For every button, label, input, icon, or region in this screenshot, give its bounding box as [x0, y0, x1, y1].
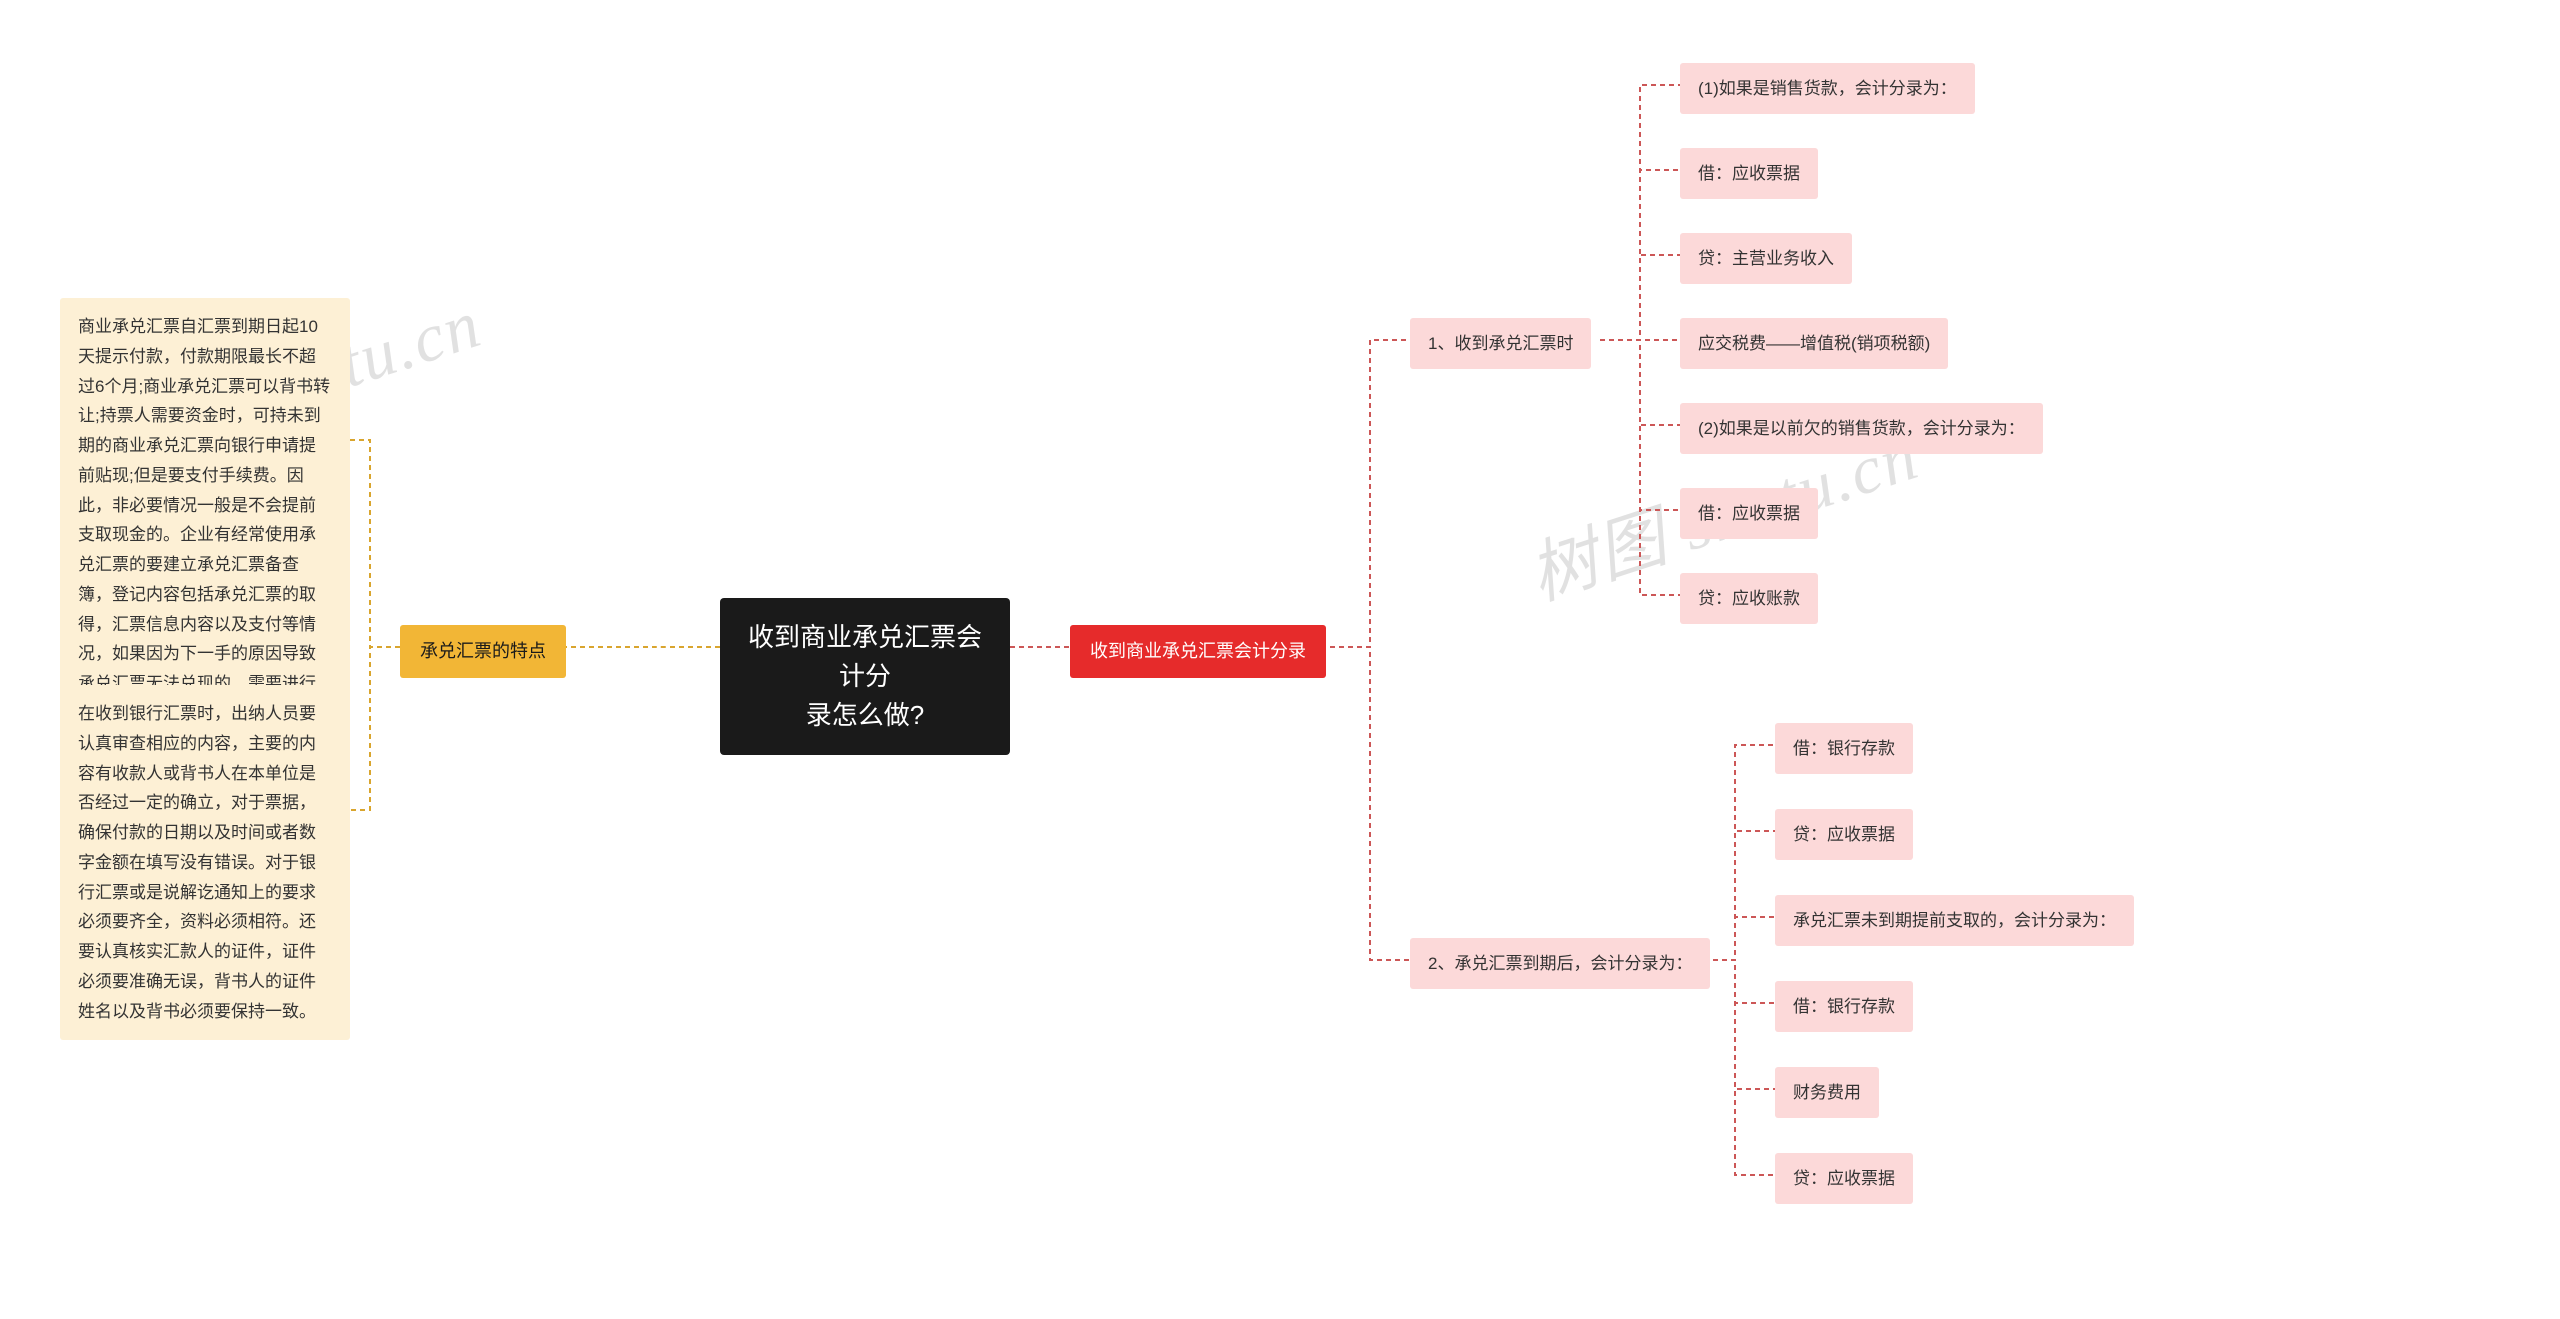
group2-item-2: 贷：应收票据	[1775, 809, 1913, 860]
group2-item-4: 借：银行存款	[1775, 981, 1913, 1032]
left-note-2: 在收到银行汇票时，出纳人员要认真审查相应的内容，主要的内容有收款人或背书人在本单…	[60, 685, 350, 1040]
group1-item-2: 借：应收票据	[1680, 148, 1818, 199]
group1-item-6: 借：应收票据	[1680, 488, 1818, 539]
right-group2-label: 2、承兑汇票到期后，会计分录为：	[1410, 938, 1710, 989]
mindmap-root: 收到商业承兑汇票会计分 录怎么做?	[720, 598, 1010, 755]
group1-item-5: (2)如果是以前欠的销售货款，会计分录为：	[1680, 403, 2043, 454]
right-group1-label: 1、收到承兑汇票时	[1410, 318, 1591, 369]
group1-item-7: 贷：应收账款	[1680, 573, 1818, 624]
root-title: 收到商业承兑汇票会计分 录怎么做?	[748, 622, 982, 730]
group2-item-3: 承兑汇票未到期提前支取的，会计分录为：	[1775, 895, 2134, 946]
group1-item-4: 应交税费——增值税(销项税额)	[1680, 318, 1948, 369]
group2-item-1: 借：银行存款	[1775, 723, 1913, 774]
right-branch-label: 收到商业承兑汇票会计分录	[1070, 625, 1326, 678]
group2-item-5: 财务费用	[1775, 1067, 1879, 1118]
group1-item-1: (1)如果是销售货款，会计分录为：	[1680, 63, 1975, 114]
group1-item-3: 贷：主营业务收入	[1680, 233, 1852, 284]
left-branch-label: 承兑汇票的特点	[400, 625, 566, 678]
group2-item-6: 贷：应收票据	[1775, 1153, 1913, 1204]
left-note-1: 商业承兑汇票自汇票到期日起10天提示付款，付款期限最长不超过6个月;商业承兑汇票…	[60, 298, 350, 743]
